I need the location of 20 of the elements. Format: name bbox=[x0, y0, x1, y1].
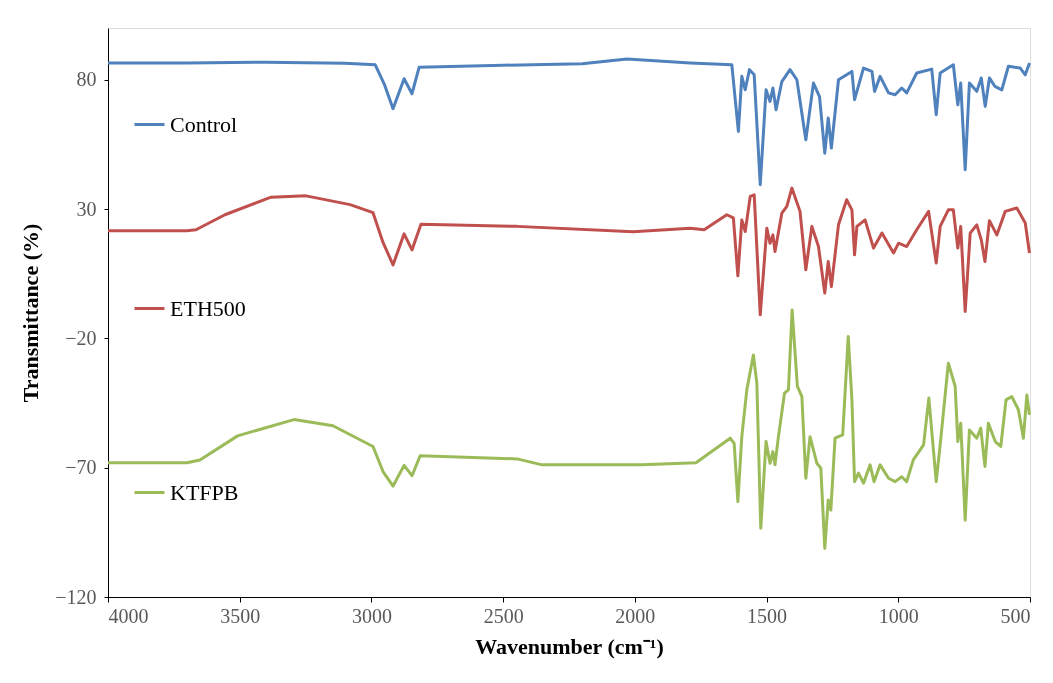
x-tick-label: 3000 bbox=[351, 604, 392, 627]
y-tick-label: 30 bbox=[76, 197, 97, 220]
line-series bbox=[106, 57, 1031, 187]
y-tick-label: −120 bbox=[55, 585, 97, 608]
legend-label: ETH500 bbox=[170, 295, 246, 321]
x-tick-label: 4000 bbox=[108, 604, 149, 627]
x-tick-label: 2000 bbox=[615, 604, 656, 627]
x-axis-title: Wavenumber (cm⁻¹) bbox=[475, 633, 664, 659]
legend-label: KTFPB bbox=[170, 479, 239, 505]
y-tick-label: −70 bbox=[65, 456, 97, 479]
legend-label: Control bbox=[170, 111, 238, 137]
x-tick-label: 1500 bbox=[747, 604, 788, 627]
y-tick-label: 80 bbox=[76, 68, 97, 91]
x-tick-label: 3500 bbox=[220, 604, 261, 627]
x-tick-label: 1000 bbox=[878, 604, 919, 627]
x-tick-label: 2500 bbox=[483, 604, 524, 627]
line-series bbox=[106, 186, 1031, 317]
x-tick-label: 500 bbox=[1000, 604, 1031, 627]
y-tick-label: −20 bbox=[65, 326, 97, 349]
y-axis-title: Transmittance (%) bbox=[18, 223, 44, 403]
